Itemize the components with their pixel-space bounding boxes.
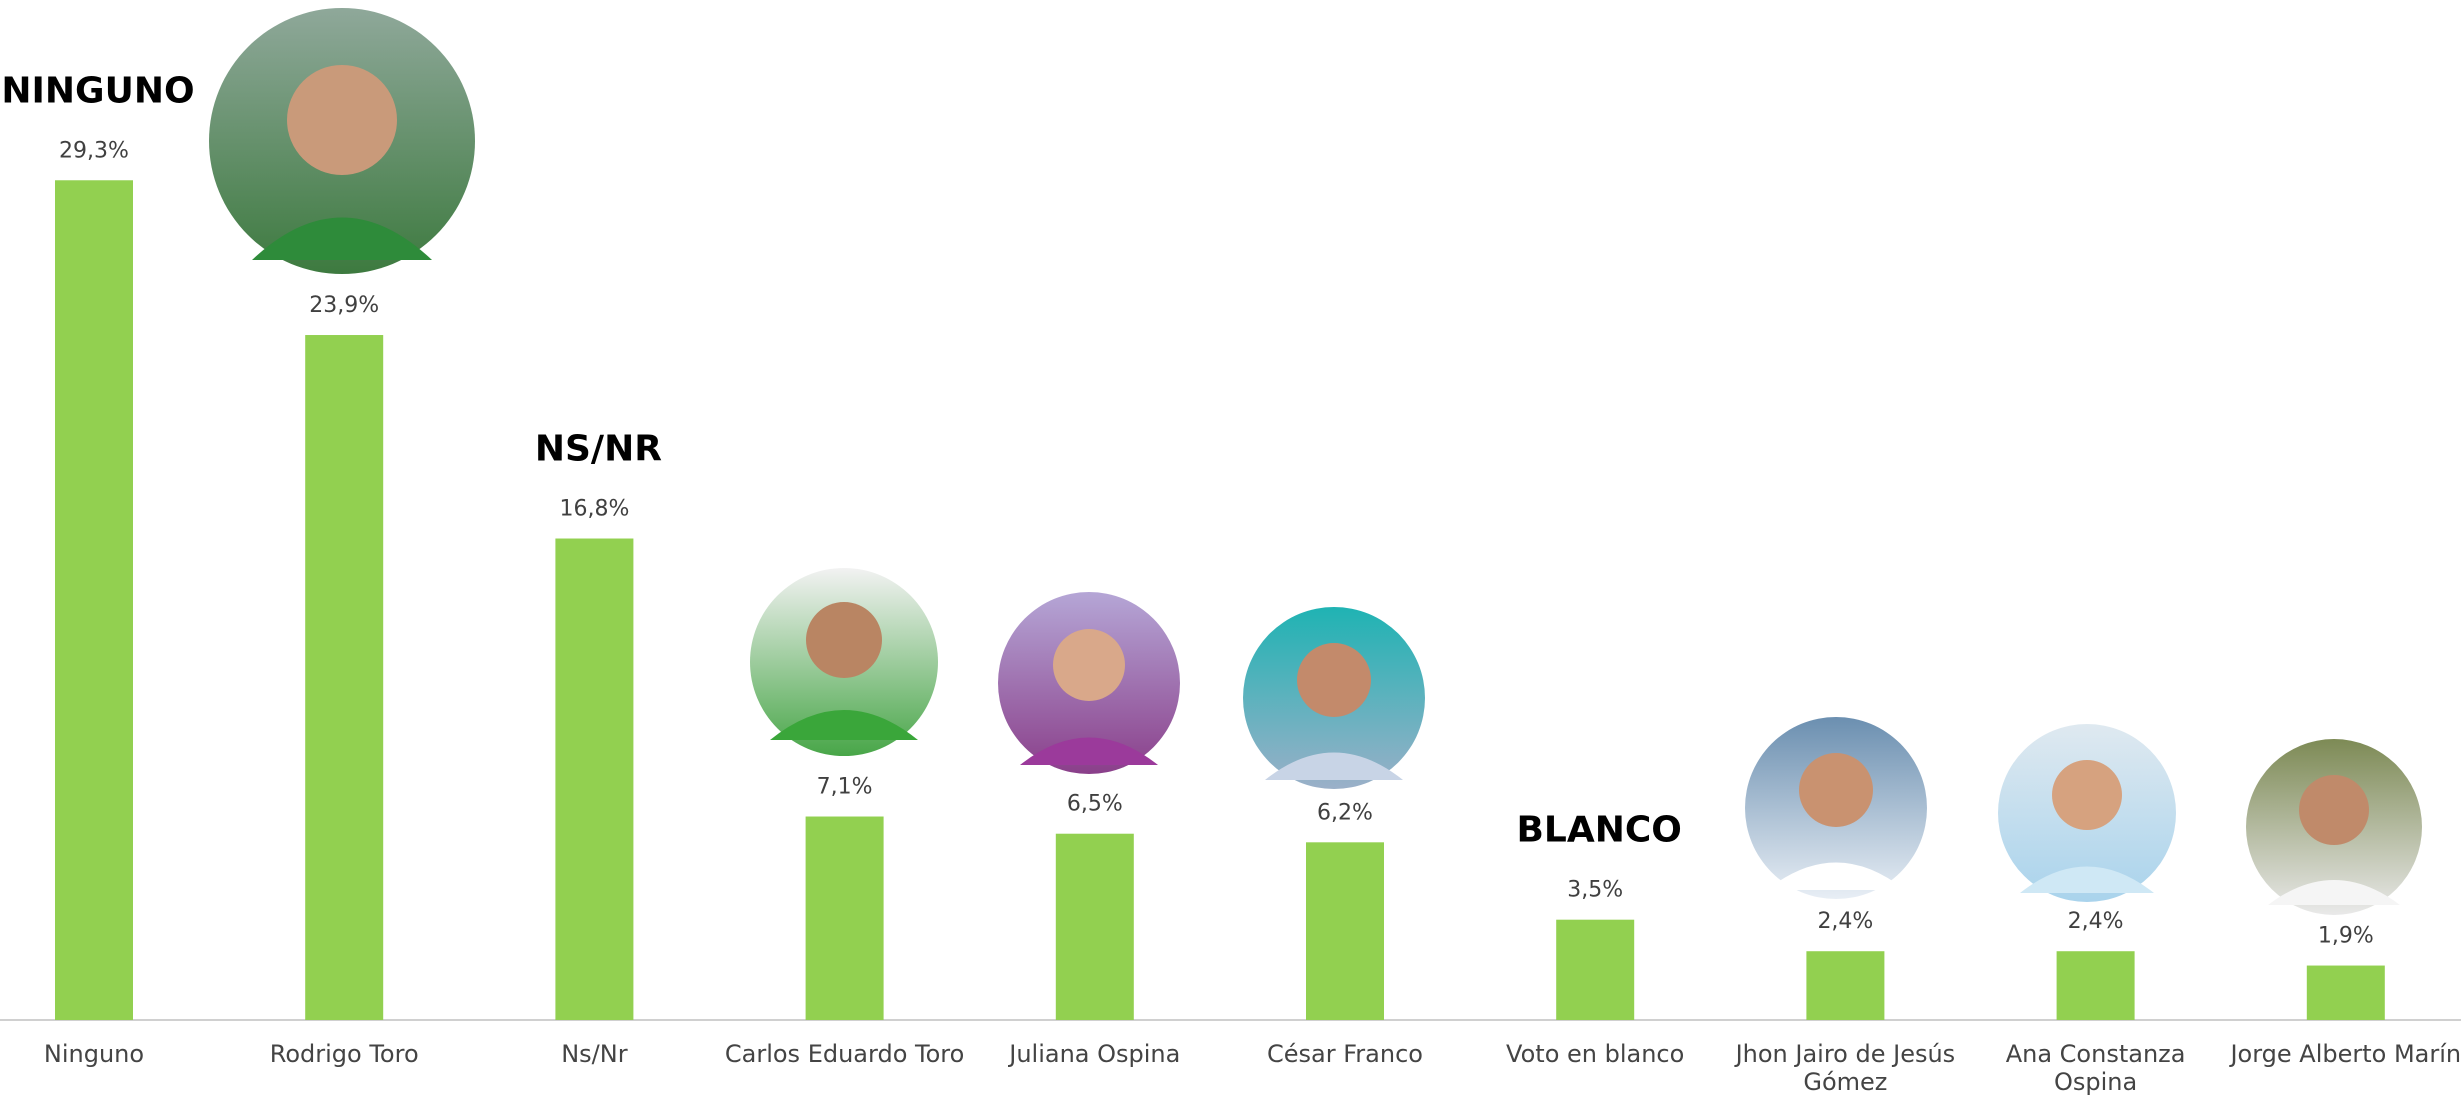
value-label: 1,9%	[2318, 924, 2374, 949]
bar	[1556, 920, 1634, 1020]
category-label: Carlos Eduardo Toro	[720, 1041, 970, 1069]
photo	[1998, 724, 2176, 902]
bar	[555, 539, 633, 1020]
bar	[2057, 951, 2135, 1020]
bar	[1056, 834, 1134, 1020]
value-label: 6,5%	[1067, 792, 1123, 817]
photo	[1745, 717, 1927, 899]
value-label: 6,2%	[1317, 800, 1373, 825]
category-label: César Franco	[1220, 1041, 1470, 1069]
annotation: NINGUNO	[1, 70, 194, 111]
category-label: Voto en blanco	[1470, 1041, 1720, 1069]
bar	[55, 180, 133, 1020]
bar	[2307, 966, 2385, 1020]
bar	[806, 817, 884, 1020]
category-label: Ana Constanza Ospina	[1971, 1041, 2221, 1096]
photo	[209, 8, 475, 274]
photo	[1243, 607, 1425, 789]
photo	[750, 568, 938, 756]
category-label: Juliana Ospina	[970, 1041, 1220, 1069]
value-label: 29,3%	[59, 138, 129, 163]
annotation: NS/NR	[535, 429, 662, 470]
photo	[2246, 739, 2422, 915]
category-label: Jhon Jairo de Jesús Gómez	[1720, 1041, 1970, 1096]
value-label: 2,4%	[2068, 909, 2124, 934]
category-label: Rodrigo Toro	[219, 1041, 469, 1069]
bar	[1306, 842, 1384, 1020]
value-label: 7,1%	[817, 775, 873, 800]
chart-page: 29,3% NINGUNO 23,9% 16,8% NS/NR 7,1% 6,5% 6,2% 3…	[0, 0, 2461, 1099]
bar	[305, 335, 383, 1020]
photo	[998, 592, 1180, 774]
category-label: Jorge Alberto Marín	[2221, 1041, 2461, 1069]
chart: 29,3% NINGUNO 23,9% 16,8% NS/NR 7,1% 6,5% 6,2% 3…	[0, 0, 2461, 1099]
value-label: 23,9%	[309, 293, 379, 318]
value-label: 3,5%	[1567, 878, 1623, 903]
annotation: BLANCO	[1516, 810, 1681, 851]
value-label: 2,4%	[1817, 909, 1873, 934]
value-label: 16,8%	[559, 497, 629, 522]
category-label: Ninguno	[0, 1041, 219, 1069]
category-label: Ns/Nr	[469, 1041, 719, 1069]
bar	[1806, 951, 1884, 1020]
